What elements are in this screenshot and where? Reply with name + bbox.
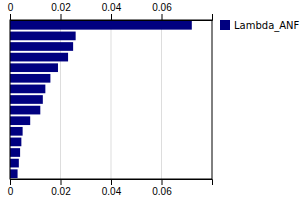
tick-mark xyxy=(61,179,62,185)
bar xyxy=(10,106,40,115)
bar xyxy=(10,169,18,178)
tick: 0.06 xyxy=(152,2,172,20)
chart: 0 0.02 0.04 0.06 0 0.02 0.04 0.06 Lambda_ANF xyxy=(0,0,300,199)
bar xyxy=(10,159,19,168)
tick: 0.04 xyxy=(102,179,122,197)
tick-label: 0.02 xyxy=(51,2,71,13)
bar xyxy=(10,127,23,136)
tick-mark xyxy=(111,14,112,20)
bar xyxy=(10,138,21,147)
tick-label: 0.06 xyxy=(152,186,172,197)
bar xyxy=(10,42,73,51)
bar xyxy=(10,95,43,104)
tick-mark xyxy=(111,179,112,185)
bar xyxy=(10,74,50,83)
tick: 0.06 xyxy=(152,179,172,197)
tick-label: 0.06 xyxy=(152,2,172,13)
tick: 0.02 xyxy=(51,2,71,20)
plot: 0 0.02 0.04 0.06 0 0.02 0.04 0.06 xyxy=(8,2,213,197)
tick: 0 xyxy=(8,179,14,197)
tick-label: 0.02 xyxy=(51,186,71,197)
tick-label: 0 xyxy=(8,2,14,13)
tick-mark xyxy=(162,179,163,185)
tick-label: 0 xyxy=(8,186,14,197)
legend-label: Lambda_ANF xyxy=(234,20,300,32)
tick-label: 0.04 xyxy=(102,186,122,197)
tick: 0 xyxy=(8,2,14,20)
bar xyxy=(10,116,30,125)
legend-swatch xyxy=(220,20,230,30)
x-axis-bottom: 0 0.02 0.04 0.06 xyxy=(8,179,213,197)
grid-line xyxy=(161,20,162,179)
x-axis-top: 0 0.02 0.04 0.06 xyxy=(8,2,213,21)
bar xyxy=(10,85,45,94)
tick: 0.02 xyxy=(51,179,71,197)
tick-mark xyxy=(10,14,11,20)
axis-line xyxy=(11,180,213,186)
axis-line xyxy=(11,14,213,21)
tick-mark xyxy=(61,14,62,20)
bars xyxy=(10,21,192,178)
bar xyxy=(10,21,192,30)
tick: 0.04 xyxy=(102,2,122,20)
grid xyxy=(10,20,162,179)
grid-line xyxy=(111,20,112,179)
bar xyxy=(10,53,68,62)
legend-item: Lambda_ANF xyxy=(220,20,300,32)
legend: Lambda_ANF xyxy=(220,20,300,32)
tick-mark xyxy=(162,14,163,20)
plot-frame xyxy=(10,20,212,179)
bar xyxy=(10,32,76,41)
tick-mark xyxy=(10,179,11,185)
bar xyxy=(10,148,20,157)
bar xyxy=(10,63,58,72)
tick-label: 0.04 xyxy=(102,2,122,13)
